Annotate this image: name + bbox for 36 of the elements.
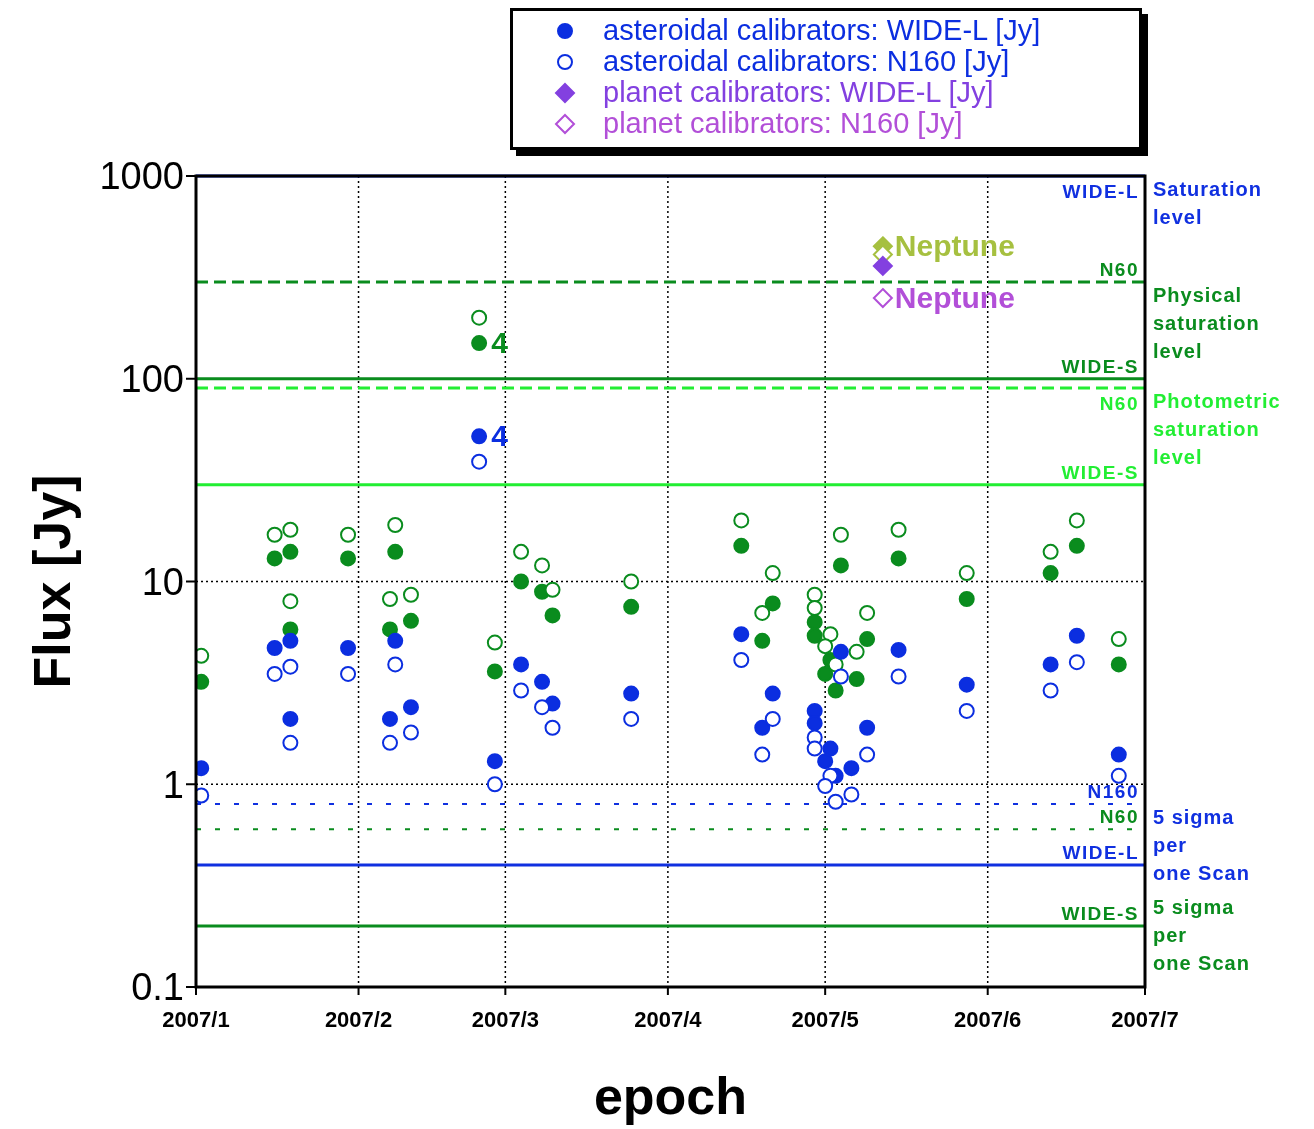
ref-line-label: WIDE-S: [1061, 461, 1139, 483]
text: 5 sigma per one Scan: [1153, 805, 1250, 884]
ref-line-label: WIDE-S: [1061, 902, 1139, 924]
x-tick-label: 2007/7: [1111, 1006, 1179, 1032]
annotation: Neptune: [894, 281, 1015, 315]
y-tick-label: 100: [120, 358, 184, 401]
annotation: Neptune: [894, 229, 1015, 263]
ref-line-label: N60: [1099, 806, 1139, 828]
legend-label: asteroidal calibrators: N160 [Jy]: [603, 45, 1010, 78]
y-axis-title: Flux [Jy]: [23, 474, 81, 689]
y-tick-label: 1000: [99, 155, 184, 198]
y-tick-label: 0.1: [131, 966, 184, 1009]
x-tick-label: 2007/5: [791, 1006, 859, 1032]
ref-line-label: WIDE-L: [1062, 841, 1139, 863]
text: Saturation level: [1153, 178, 1262, 228]
text: Photometric saturation level: [1153, 390, 1281, 469]
annotation: 4: [491, 326, 509, 360]
text: 5 sigma per one Scan: [1153, 895, 1250, 974]
legend-label: asteroidal calibrators: WIDE-L [Jy]: [603, 14, 1041, 47]
ref-line-label: N60: [1099, 259, 1139, 281]
ref-line-label: N160: [1087, 780, 1139, 802]
x-tick-label: 2007/1: [162, 1006, 230, 1032]
x-tick-label: 2007/6: [954, 1006, 1022, 1032]
ref-line-label: WIDE-L: [1062, 181, 1139, 202]
x-tick-label: 2007/2: [324, 1006, 393, 1032]
legend-label: planet calibrators: N160 [Jy]: [603, 107, 963, 140]
x-axis-title: epoch: [593, 1067, 748, 1125]
y-tick-label: 1: [162, 763, 184, 806]
text: Physical saturation level: [1153, 284, 1260, 363]
x-tick-label: 2007/4: [634, 1006, 703, 1032]
y-tick-label: 10: [141, 560, 184, 603]
annotation: 4: [491, 419, 509, 453]
x-tick-label: 2007/3: [471, 1006, 539, 1032]
ref-line-label: N60: [1099, 393, 1139, 415]
legend-label: planet calibrators: WIDE-L [Jy]: [603, 76, 994, 109]
ref-line-label: WIDE-S: [1061, 355, 1139, 377]
